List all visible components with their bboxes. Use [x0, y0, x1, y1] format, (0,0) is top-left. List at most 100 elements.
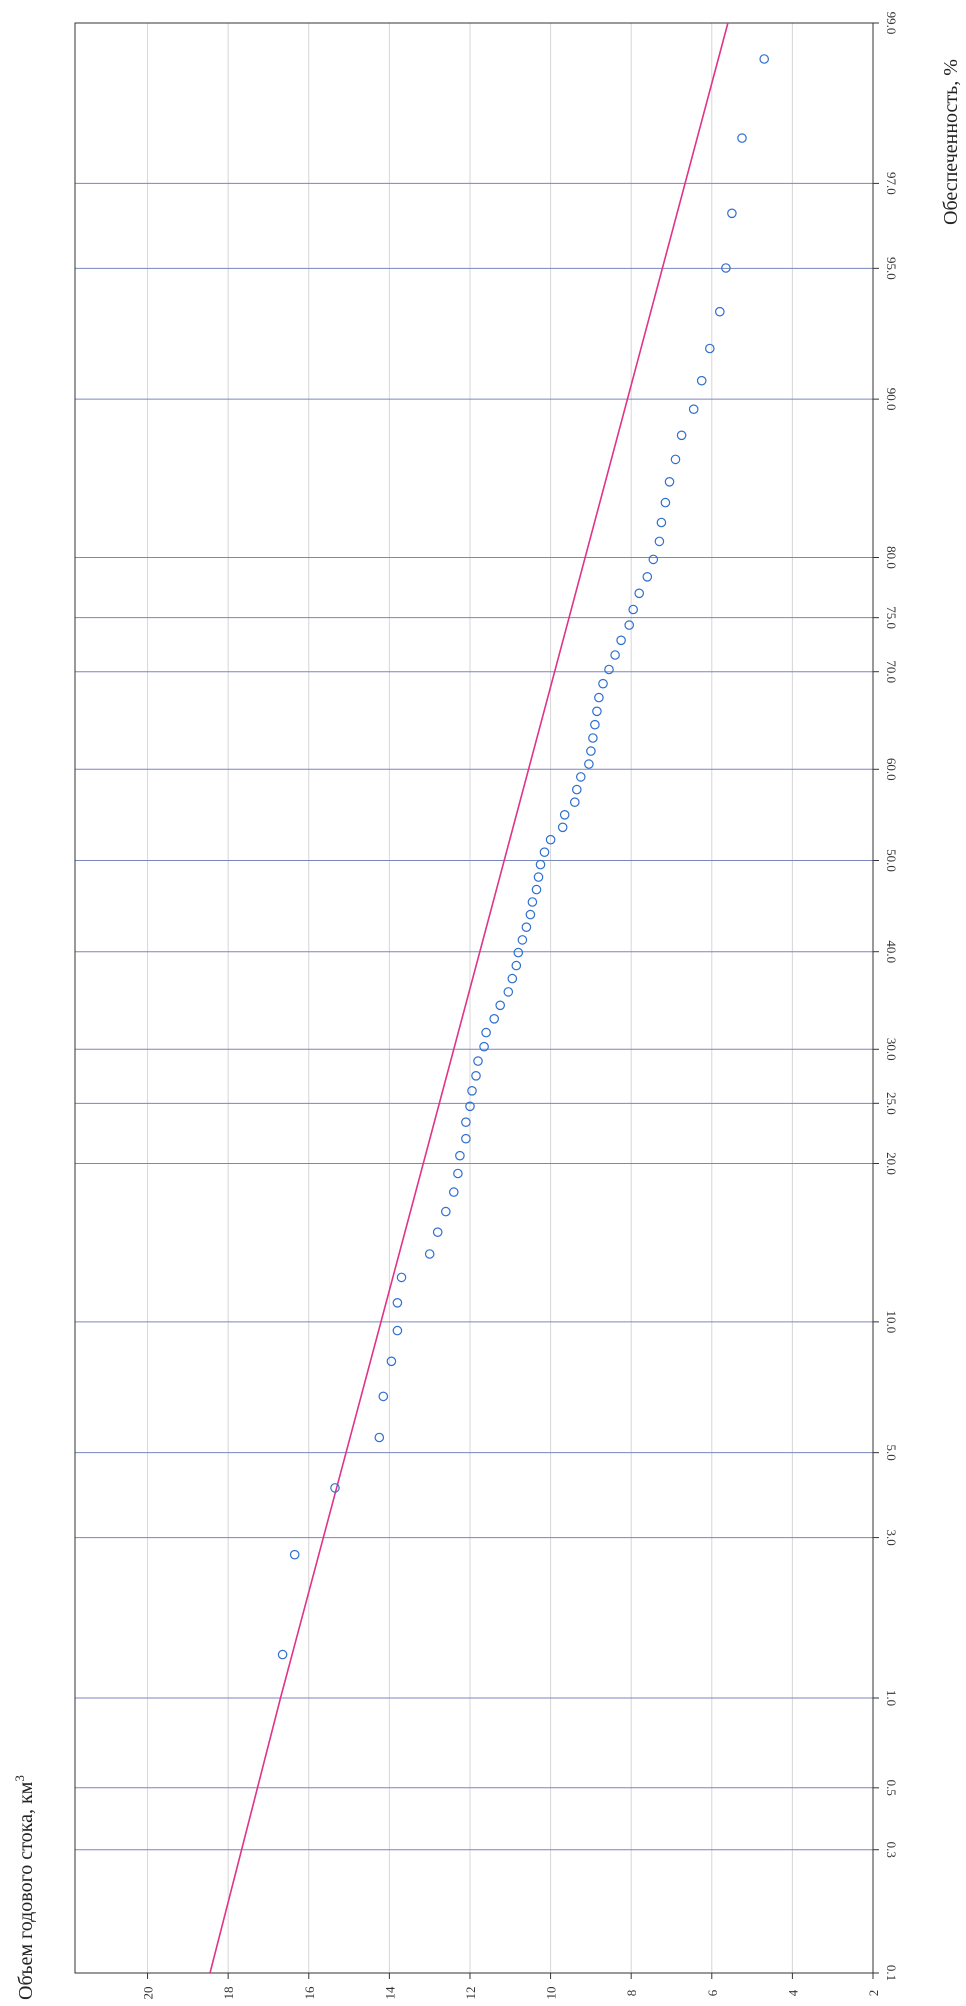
data-point — [588, 733, 598, 743]
value-tick-label: 6 — [705, 1989, 720, 1996]
data-point — [656, 517, 667, 528]
data-point — [759, 54, 769, 64]
data-point — [688, 404, 699, 414]
data-point — [453, 1168, 463, 1179]
probability-tick-label: 90.0 — [884, 388, 899, 411]
value-axis-ticks: 2 4 6 8 10 12 14 16 18 20 — [141, 1973, 881, 2000]
probability-axis-ticks: 0.1 0.3 0.5 1.0 3.0 5.0 10.0 20.0 25.0 30.0 40.0 50… — [873, 12, 899, 1981]
data-point — [598, 678, 608, 689]
data-point — [584, 759, 594, 769]
probability-tick-label: 5.0 — [884, 1445, 899, 1461]
probability-tick-label: 20.0 — [884, 1152, 899, 1175]
probability-tick-label: 10.0 — [884, 1310, 899, 1333]
data-point — [696, 375, 707, 386]
data-point — [704, 343, 715, 354]
probability-tick-label: 75.0 — [884, 606, 899, 629]
data-point — [507, 973, 518, 984]
value-axis-title-superscript: 3 — [12, 1775, 27, 1782]
data-point — [545, 834, 556, 845]
data-point — [594, 692, 604, 703]
data-point — [575, 772, 586, 782]
probability-tick-label: 99.0 — [884, 12, 899, 35]
data-point — [424, 1249, 435, 1259]
probability-tick-label: 0.1 — [884, 1965, 899, 1981]
data-point — [737, 133, 747, 143]
data-point — [525, 909, 536, 920]
value-axis-title: Объем годового стока, км3 — [12, 1775, 37, 2000]
probability-tick-label: 50.0 — [884, 849, 899, 872]
data-point — [481, 1027, 491, 1038]
probability-tick-label: 97.0 — [884, 172, 899, 195]
data-point — [559, 809, 570, 820]
plot-frame — [74, 22, 874, 1974]
data-point — [495, 1000, 505, 1011]
data-point — [448, 1187, 459, 1197]
data-point — [670, 454, 681, 465]
data-point — [479, 1041, 489, 1052]
data-point — [676, 430, 687, 441]
data-point — [467, 1086, 477, 1096]
data-point — [664, 476, 675, 487]
data-point — [503, 987, 514, 997]
data-point — [489, 1013, 499, 1024]
probability-tick-label: 25.0 — [884, 1092, 899, 1115]
data-point — [590, 719, 600, 730]
data-point — [654, 536, 665, 547]
probability-tick-label: 0.5 — [884, 1780, 899, 1796]
probability-axis-title: Обеспеченность, % — [940, 59, 962, 225]
value-tick-label: 18 — [221, 1987, 236, 2000]
data-point — [571, 784, 582, 795]
data-point — [517, 935, 528, 945]
probability-tick-label: 40.0 — [884, 940, 899, 963]
value-tick-label: 14 — [382, 1986, 397, 2000]
data-point — [330, 1483, 340, 1493]
probability-tick-label: 0.3 — [884, 1842, 899, 1858]
data-point — [527, 897, 538, 907]
data-point — [533, 872, 544, 882]
probability-tick-label: 95.0 — [884, 257, 899, 280]
data-point — [461, 1117, 471, 1127]
value-tick-label: 4 — [785, 1989, 800, 1996]
value-tick-label: 2 — [866, 1990, 881, 1997]
data-point — [465, 1101, 475, 1112]
data-point — [604, 664, 614, 675]
minor-grid — [147, 23, 874, 1973]
data-point — [396, 1272, 407, 1283]
data-point — [511, 960, 522, 971]
data-point — [648, 554, 659, 565]
data-point — [624, 620, 634, 630]
data-point — [660, 497, 671, 508]
probability-tick-label: 30.0 — [884, 1038, 899, 1061]
data-point — [277, 1649, 288, 1660]
data-point — [714, 306, 725, 317]
data-point — [628, 604, 638, 615]
data-point — [727, 208, 737, 219]
data-points — [277, 54, 769, 1660]
fit-line — [209, 22, 729, 1974]
value-tick-label: 10 — [544, 1987, 559, 2000]
data-point — [374, 1432, 385, 1443]
data-point — [440, 1206, 451, 1217]
data-point — [592, 706, 602, 717]
value-tick-label: 16 — [302, 1986, 317, 2000]
data-point — [455, 1150, 465, 1161]
value-tick-label: 8 — [624, 1990, 639, 1997]
data-point — [392, 1298, 403, 1308]
data-point — [386, 1356, 397, 1367]
value-tick-label: 20 — [141, 1987, 156, 2000]
data-point — [513, 947, 524, 958]
data-point — [535, 859, 546, 870]
data-point — [634, 588, 644, 599]
probability-tick-label: 70.0 — [884, 660, 899, 683]
data-point — [642, 571, 653, 582]
probability-tick-label: 3.0 — [884, 1529, 899, 1545]
value-tick-label: 12 — [463, 1987, 478, 2000]
data-point — [586, 746, 596, 756]
data-point — [473, 1056, 483, 1066]
data-point — [392, 1325, 403, 1336]
data-point — [569, 797, 580, 807]
data-point — [521, 922, 532, 932]
data-point — [539, 847, 550, 857]
data-point — [289, 1549, 300, 1560]
